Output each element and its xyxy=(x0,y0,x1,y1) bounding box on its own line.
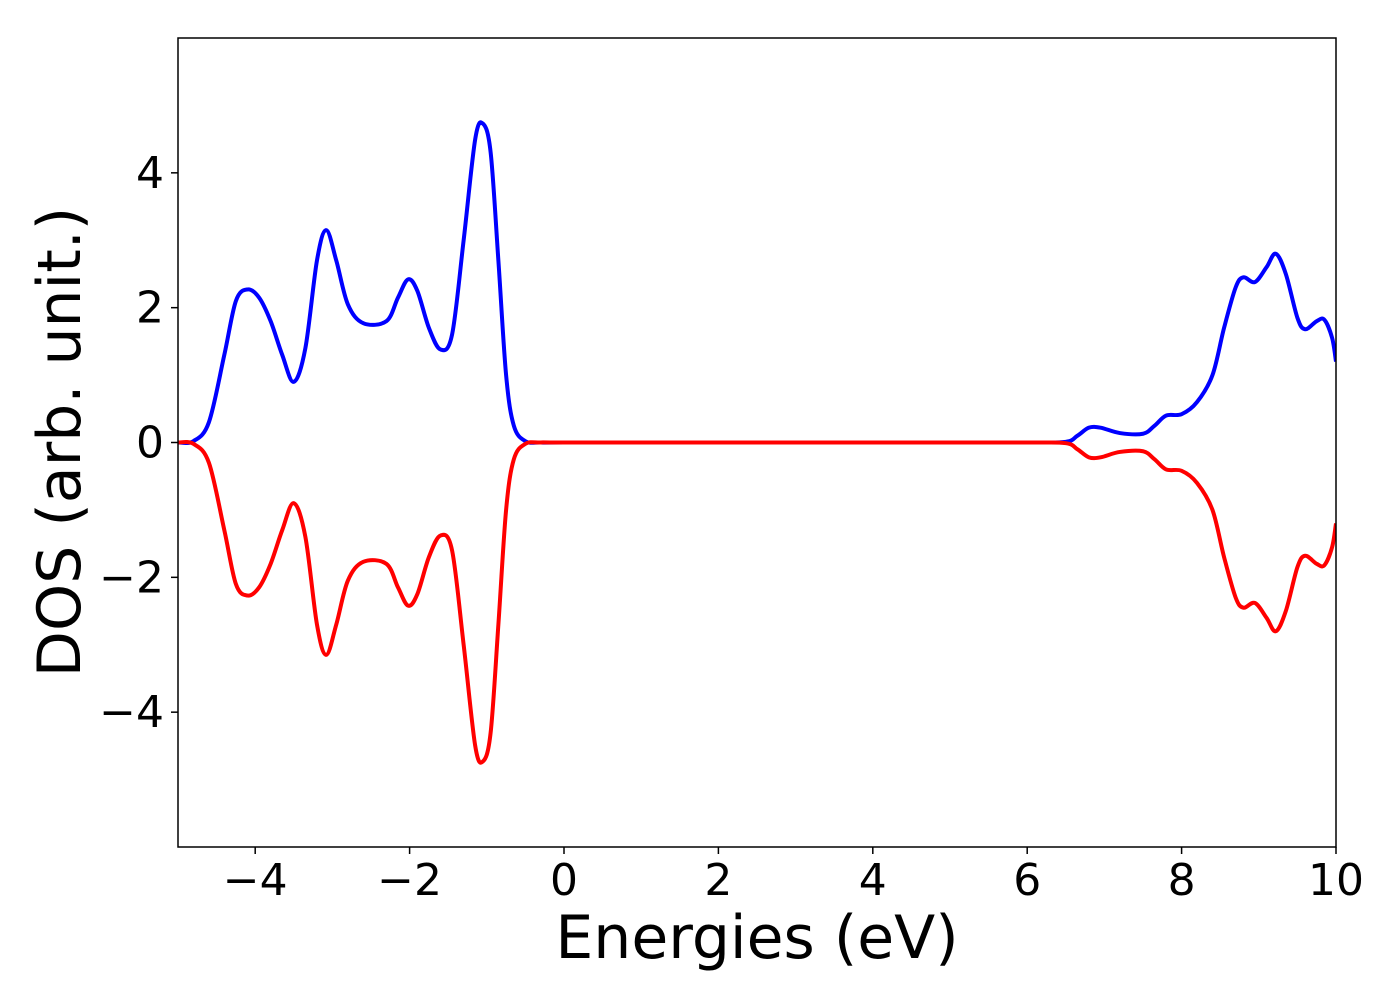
y-tick-label: 0 xyxy=(136,418,164,469)
x-tick-label: 8 xyxy=(1168,855,1196,906)
x-tick-label: 4 xyxy=(859,855,887,906)
x-tick-label: 2 xyxy=(704,855,732,906)
x-tick-label: 6 xyxy=(1013,855,1041,906)
series-line-0 xyxy=(178,120,1336,446)
x-tick-label: −2 xyxy=(377,855,442,906)
series-layer xyxy=(178,120,1336,765)
y-tick-label: 4 xyxy=(136,148,164,199)
y-tick-label: 2 xyxy=(136,283,164,334)
y-axis-label: DOS (arb. unit.) xyxy=(25,207,95,677)
x-tick-label: 0 xyxy=(550,855,578,906)
x-axis-label: Energies (eV) xyxy=(555,903,958,973)
x-axis: −4 −2 0 2 4 6 8 10 xyxy=(223,847,1364,906)
series-line-1 xyxy=(178,439,1336,765)
y-tick-label: −4 xyxy=(99,687,164,738)
y-tick-label: −2 xyxy=(99,552,164,603)
x-tick-label: 10 xyxy=(1308,855,1364,906)
y-axis: −4 −2 0 2 4 xyxy=(99,148,178,738)
x-tick-label: −4 xyxy=(223,855,288,906)
